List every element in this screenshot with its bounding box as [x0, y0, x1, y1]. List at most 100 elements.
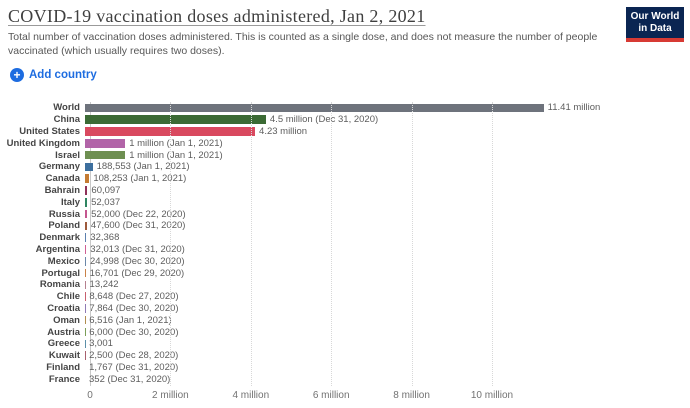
bar-value-label: 11.41 million [547, 102, 601, 114]
entity-label[interactable]: Croatia [47, 302, 80, 314]
bar-value-label: 4.23 million [259, 125, 308, 137]
bar-value-label: 32,368 [90, 232, 120, 244]
owid-logo-line2: in Data [638, 22, 672, 34]
bar[interactable] [85, 257, 86, 266]
bar-value-label: 6,000 (Dec 30, 2020) [89, 326, 179, 338]
bar-value-label: 52,000 (Dec 22, 2020) [91, 208, 186, 220]
x-tick-label: 6 million [312, 390, 350, 401]
bar-value-label: 13,242 [89, 279, 119, 291]
bar-value-label: 1 million (Jan 1, 2021) [129, 149, 223, 161]
bar[interactable] [85, 233, 87, 242]
entity-label[interactable]: Greece [47, 338, 80, 350]
chart-subtitle: Total number of vaccination doses admini… [8, 31, 598, 57]
add-country-button[interactable]: + Add country [10, 68, 97, 82]
bar-row: Romania 13,242 [0, 279, 690, 291]
bar-row: Germany 188,553 (Jan 1, 2021) [0, 161, 690, 173]
bar[interactable] [85, 186, 88, 195]
bar-value-label: 60,097 [91, 184, 121, 196]
x-tick-label: 4 million [232, 390, 270, 401]
entity-label[interactable]: United States [19, 125, 80, 137]
x-tick-label: 0 [87, 390, 93, 401]
bar[interactable] [85, 209, 88, 219]
bar-row: Italy 52,037 [0, 196, 690, 208]
bar-value-label: 32,013 (Dec 31, 2020) [90, 243, 185, 255]
entity-label[interactable]: Portugal [41, 267, 80, 279]
x-tick-label: 10 million [470, 390, 514, 401]
entity-label[interactable]: France [48, 373, 80, 385]
entity-label[interactable]: China [53, 114, 80, 126]
plus-circle-icon: + [10, 68, 24, 82]
bar-row: Kuwait 2,500 (Dec 28, 2020) [0, 350, 690, 362]
entity-label[interactable]: Israel [55, 149, 80, 161]
entity-label[interactable]: Russia [48, 208, 80, 220]
page-title[interactable]: COVID-19 vaccination doses administered,… [8, 6, 426, 26]
bar-row: World 11.41 million [0, 102, 690, 114]
entity-label[interactable]: Germany [38, 161, 80, 173]
entity-label[interactable]: Austria [47, 326, 80, 338]
entity-label[interactable]: Kuwait [48, 350, 80, 362]
bar-row: Argentina 32,013 (Dec 31, 2020) [0, 244, 690, 256]
bar[interactable] [85, 268, 86, 278]
bar-value-label: 7,864 (Dec 30, 2020) [89, 302, 179, 314]
bar[interactable] [85, 245, 87, 254]
x-tick-label: 8 million [393, 390, 430, 401]
bar-row: Finland 1,767 (Dec 31, 2020) [0, 362, 690, 374]
bar-row: Canada 108,253 (Jan 1, 2021) [0, 173, 690, 185]
bar-row: Bahrain 60,097 [0, 185, 690, 197]
bar-value-label: 1 million (Jan 1, 2021) [129, 137, 223, 149]
owid-logo-line1: Our World [630, 11, 680, 22]
entity-label[interactable]: Canada [45, 173, 80, 185]
bar[interactable] [85, 162, 93, 172]
entity-label[interactable]: Romania [39, 279, 80, 291]
bar[interactable] [85, 139, 126, 148]
entity-label[interactable]: Bahrain [44, 184, 80, 196]
entity-label[interactable]: Mexico [47, 255, 80, 267]
bar[interactable] [85, 280, 86, 290]
bar-value-label: 4.5 million (Dec 31, 2020) [269, 114, 379, 126]
entity-label[interactable]: Chile [56, 291, 80, 303]
entity-label[interactable]: Poland [48, 220, 80, 232]
bar-row: Croatia 7,864 (Dec 30, 2020) [0, 303, 690, 315]
bar-row: Denmark 32,368 [0, 232, 690, 244]
bar-value-label: 6,516 (Jan 1, 2021) [89, 314, 172, 326]
entity-label[interactable]: Argentina [35, 243, 80, 255]
bar[interactable] [85, 115, 266, 124]
bar-value-label: 188,553 (Jan 1, 2021) [96, 161, 190, 173]
entity-label[interactable]: Denmark [39, 232, 80, 244]
bar-row: United States 4.23 million [0, 126, 690, 138]
bar[interactable] [85, 103, 544, 113]
owid-logo[interactable]: Our World in Data [626, 7, 684, 42]
bar-value-label: 24,998 (Dec 30, 2020) [90, 255, 185, 267]
bar-value-label: 352 (Dec 31, 2020) [89, 373, 171, 385]
bar-value-label: 16,701 (Dec 29, 2020) [89, 267, 185, 279]
bar-value-label: 2,500 (Dec 28, 2020) [89, 350, 179, 362]
bar-row: Oman 6,516 (Jan 1, 2021) [0, 314, 690, 326]
x-axis-labels: 0 2 million 4 million 6 million 8 million 10 … [0, 390, 690, 406]
bar-row: Israel 1 million (Jan 1, 2021) [0, 149, 690, 161]
gridline [170, 102, 172, 386]
bar[interactable] [85, 150, 126, 160]
add-country-label: Add country [29, 69, 97, 81]
bar-row: Chile 8,648 (Dec 27, 2020) [0, 291, 690, 303]
bar-row: Austria 6,000 (Dec 30, 2020) [0, 326, 690, 338]
bar-value-label: 52,037 [91, 196, 121, 208]
bar[interactable] [85, 127, 256, 136]
bar[interactable] [85, 174, 90, 183]
bar-row: United Kingdom 1 million (Jan 1, 2021) [0, 137, 690, 149]
y-axis-line [90, 102, 91, 386]
bar-value-label: 8,648 (Dec 27, 2020) [89, 291, 179, 303]
bar-row: Mexico 24,998 (Dec 30, 2020) [0, 255, 690, 267]
gridline [411, 102, 413, 386]
entity-label[interactable]: Italy [60, 196, 80, 208]
entity-label[interactable]: Finland [46, 361, 80, 373]
entity-label[interactable]: Oman [53, 314, 80, 326]
bar[interactable] [85, 198, 88, 207]
entity-label[interactable]: United Kingdom [6, 137, 80, 149]
bar-row: China 4.5 million (Dec 31, 2020) [0, 114, 690, 126]
entity-label[interactable]: World [53, 102, 80, 114]
bar-value-label: 47,600 (Dec 31, 2020) [90, 220, 186, 232]
bar-row: Russia 52,000 (Dec 22, 2020) [0, 208, 690, 220]
bar[interactable] [85, 221, 87, 231]
bar-row: Poland 47,600 (Dec 31, 2020) [0, 220, 690, 232]
